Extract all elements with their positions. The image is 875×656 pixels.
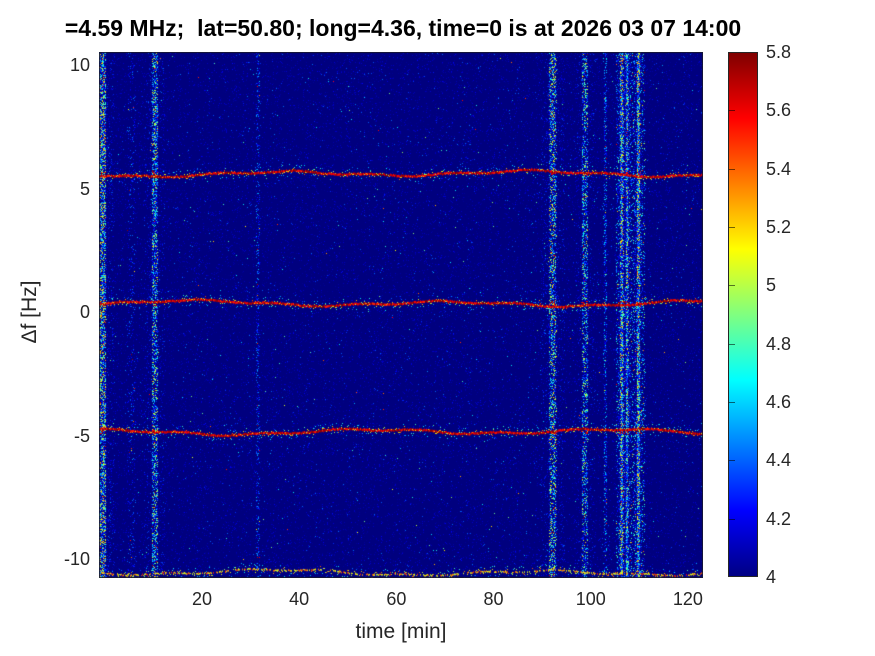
x-tick-label: 120 — [672, 589, 703, 609]
colorbar-tick-label: 5.8 — [766, 42, 792, 62]
y-axis-label: Δf [Hz] — [18, 280, 41, 344]
colorbar-tick-label: 4.8 — [766, 333, 792, 354]
plot-area — [99, 52, 703, 578]
colorbar-tick-label: 5.4 — [766, 158, 792, 179]
y-tick-label: 5 — [79, 178, 90, 199]
x-tick-label: 20 — [191, 589, 213, 609]
colorbar-tick-mark — [729, 227, 735, 228]
colorbar-tick-mark — [729, 402, 735, 403]
colorbar-tick-mark — [729, 168, 735, 170]
colorbar-tick-mark — [729, 110, 735, 112]
colorbar-tick-label: 4.4 — [766, 450, 792, 471]
x-tick-label: 80 — [483, 589, 504, 609]
colorbar-tick-label: 5.2 — [766, 217, 792, 237]
colorbar-tick-label: 5 — [766, 275, 777, 296]
x-axis-label: time [min] — [355, 620, 447, 643]
y-tick-label: 0 — [79, 302, 90, 323]
colorbar-tick-label: 5.6 — [766, 100, 792, 121]
colorbar-tick-mark — [729, 460, 735, 462]
x-tick-label: 60 — [386, 589, 407, 609]
colorbar-tick-label: 4.6 — [766, 392, 792, 412]
y-tick-label: -5 — [73, 425, 90, 446]
x-tick-label: 100 — [575, 589, 606, 609]
colorbar-tick-label: 4 — [766, 567, 777, 587]
colorbar-tick-mark — [729, 518, 735, 520]
colorbar — [728, 52, 758, 577]
figure-title: =4.59 MHz; lat=50.80; long=4.36, time=0 … — [64, 15, 742, 41]
y-tick-label: 10 — [69, 55, 90, 76]
colorbar-tick-mark — [729, 343, 735, 345]
colorbar-tick-label: 4.2 — [766, 508, 792, 529]
x-tick-label: 40 — [289, 589, 310, 609]
spectrogram-canvas — [99, 52, 703, 578]
colorbar-tick-mark — [729, 285, 735, 287]
y-tick-label: -10 — [63, 548, 90, 569]
